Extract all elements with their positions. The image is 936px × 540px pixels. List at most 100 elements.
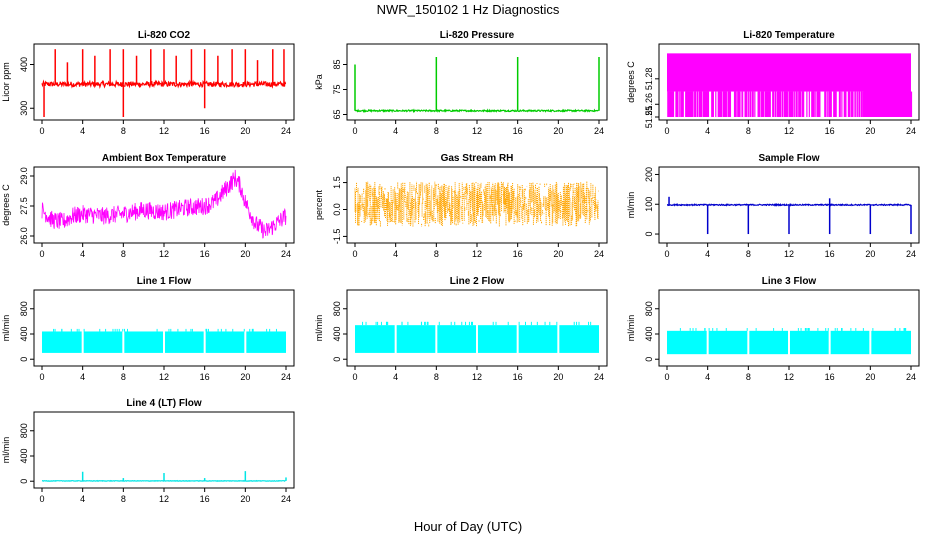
y-tick-label: 400 — [332, 326, 342, 341]
x-tick-label: 8 — [746, 126, 751, 136]
x-tick-label: 0 — [39, 372, 44, 382]
x-tick-label: 8 — [121, 126, 126, 136]
x-tick-label: 12 — [784, 126, 794, 136]
panel-title: Sample Flow — [758, 153, 819, 164]
x-tick-label: 24 — [906, 372, 916, 382]
figure-title: NWR_150102 1 Hz Diagnostics — [377, 2, 560, 17]
x-tick-label: 16 — [825, 249, 835, 259]
series-4 — [354, 181, 599, 227]
band-gap — [747, 329, 750, 356]
panel-title: Line 4 (LT) Flow — [126, 398, 202, 409]
y-tick-label: -1.5 — [332, 229, 342, 245]
x-tick-label: 24 — [281, 372, 291, 382]
panel-0: Li-820 CO2 Licor ppm 0 4 8 12 16 20 24 300 400 — [1, 30, 295, 136]
panel-ylabel: Licor ppm — [1, 62, 11, 102]
y-tick-label: 400 — [19, 57, 29, 72]
y-tick-label: 51.25 — [644, 106, 654, 129]
x-tick-label: 8 — [121, 372, 126, 382]
band-gap — [394, 324, 397, 354]
x-tick-label: 20 — [553, 372, 563, 382]
x-tick-label: 4 — [80, 126, 85, 136]
band-gap — [706, 329, 709, 356]
x-tick-label: 16 — [200, 494, 210, 504]
y-tick-label: 200 — [644, 167, 654, 182]
x-tick-label: 20 — [865, 249, 875, 259]
x-tick-label: 12 — [159, 372, 169, 382]
x-tick-label: 16 — [825, 126, 835, 136]
x-tick-label: 4 — [80, 494, 85, 504]
band-gap — [788, 329, 790, 356]
panel-title: Line 3 Flow — [762, 276, 817, 287]
x-tick-label: 20 — [553, 126, 563, 136]
y-tick-label: 400 — [644, 326, 654, 341]
band-gap — [81, 330, 84, 354]
panel-4: Gas Stream RH percent 0 4 8 12 16 20 24 -1.5 0.0 1.… — [314, 153, 608, 259]
x-tick-label: 0 — [352, 372, 357, 382]
panel-title: Line 1 Flow — [137, 276, 192, 287]
x-tick-label: 16 — [513, 372, 523, 382]
panel-ylabel: percent — [314, 189, 324, 220]
y-tick-label: 27.5 — [19, 197, 29, 215]
series-0 — [41, 49, 287, 117]
x-tick-label: 8 — [121, 494, 126, 504]
y-tick-label: 0.0 — [332, 203, 342, 216]
x-tick-label: 16 — [825, 372, 835, 382]
x-tick-label: 16 — [200, 372, 210, 382]
panel-ylabel: ml/min — [626, 315, 636, 342]
y-tick-label: 51.28 — [644, 68, 654, 91]
x-tick-label: 16 — [513, 126, 523, 136]
x-tick-label: 20 — [865, 372, 875, 382]
x-tick-label: 20 — [240, 494, 250, 504]
y-tick-label: 400 — [19, 326, 29, 341]
panel-ylabel: ml/min — [1, 437, 11, 464]
panel-title: Gas Stream RH — [441, 153, 514, 164]
panel-8: Line 3 Flow ml/min 0 4 8 12 16 20 24 0 400 800 — [626, 276, 920, 382]
x-tick-label: 24 — [281, 249, 291, 259]
x-tick-label: 20 — [240, 126, 250, 136]
x-tick-label: 4 — [393, 249, 398, 259]
x-tick-label: 0 — [664, 249, 669, 259]
x-tick-label: 8 — [434, 372, 439, 382]
x-tick-label: 16 — [513, 249, 523, 259]
panel-ylabel: ml/min — [626, 192, 636, 219]
plot-frame — [33, 166, 295, 244]
x-tick-label: 4 — [705, 372, 710, 382]
x-tick-label: 20 — [865, 126, 875, 136]
series-1 — [354, 57, 600, 114]
x-tick-label: 4 — [705, 126, 710, 136]
x-tick-label: 24 — [281, 126, 291, 136]
series-3 — [41, 169, 287, 239]
x-tick-label: 0 — [664, 126, 669, 136]
y-tick-label: 26.0 — [19, 227, 29, 245]
figure-xlabel: Hour of Day (UTC) — [414, 519, 522, 534]
series-9 — [41, 471, 287, 483]
y-tick-label: 51.26 — [644, 93, 654, 116]
y-tick-label: 300 — [19, 101, 29, 116]
y-tick-label: 75 — [332, 84, 342, 94]
panel-ylabel: degrees C — [626, 61, 636, 103]
band-gap — [203, 330, 206, 354]
panel-title: Li-820 Temperature — [743, 30, 835, 41]
y-tick-label: 800 — [644, 301, 654, 316]
x-tick-label: 12 — [159, 126, 169, 136]
x-tick-label: 20 — [240, 249, 250, 259]
panel-title: Ambient Box Temperature — [102, 153, 227, 164]
plot-frame — [33, 289, 295, 367]
y-tick-label: 800 — [332, 301, 342, 316]
y-tick-label: 29.0 — [19, 167, 29, 185]
x-tick-label: 8 — [434, 249, 439, 259]
x-tick-label: 8 — [121, 249, 126, 259]
x-tick-label: 0 — [39, 249, 44, 259]
x-tick-label: 8 — [746, 372, 751, 382]
band-gap — [122, 330, 125, 354]
panel-6: Line 1 Flow ml/min 0 4 8 12 16 20 24 0 400 800 — [1, 276, 295, 382]
series-7 — [355, 321, 599, 354]
y-tick-label: 0 — [332, 357, 342, 362]
x-tick-label: 12 — [472, 372, 482, 382]
x-tick-label: 8 — [434, 126, 439, 136]
x-tick-label: 12 — [472, 126, 482, 136]
y-tick-label: 800 — [19, 423, 29, 438]
x-tick-label: 16 — [200, 249, 210, 259]
x-tick-label: 24 — [594, 372, 604, 382]
